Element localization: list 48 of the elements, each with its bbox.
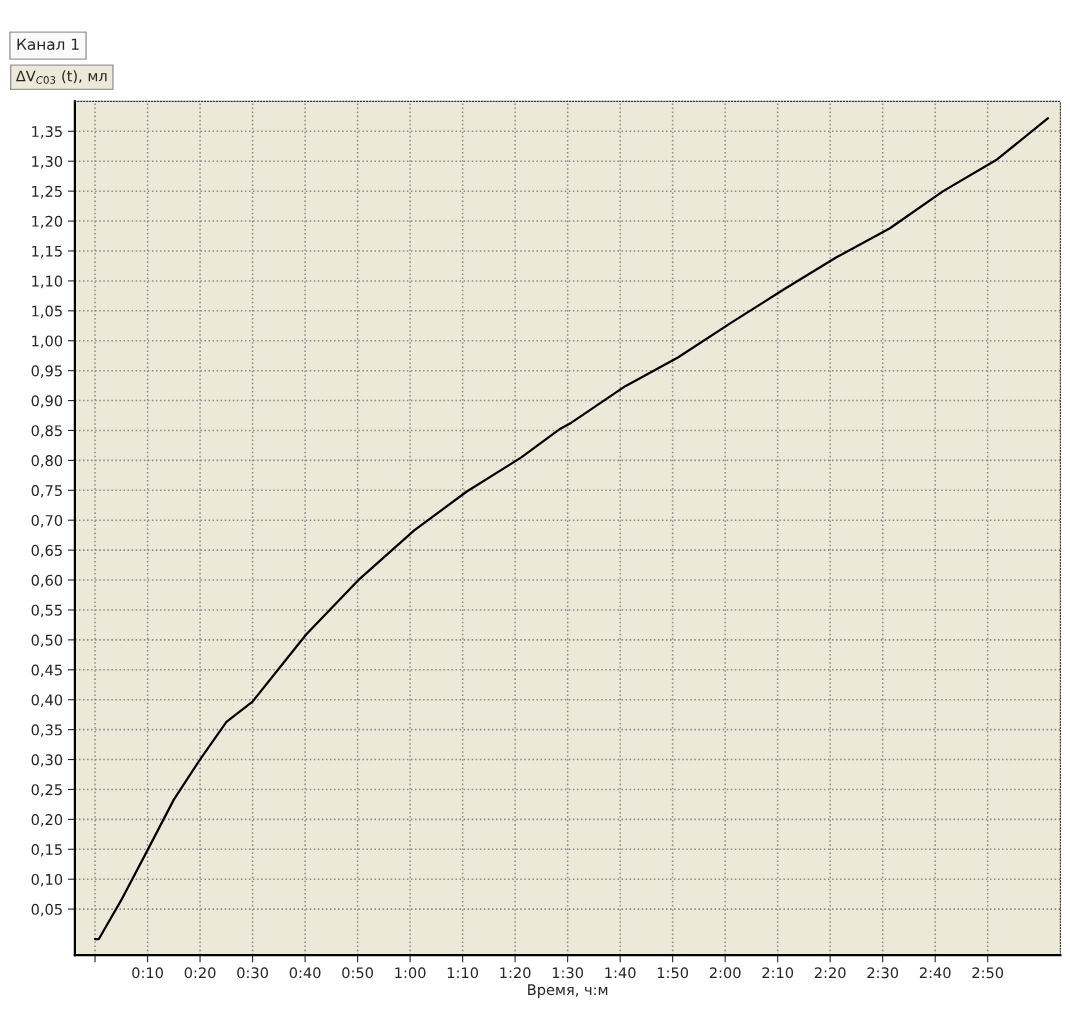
x-tick-label: 1:40 [605, 967, 636, 979]
y-tick-label: 0,60 [31, 574, 63, 588]
y-tick-label: 1,05 [32, 305, 62, 319]
chart-title: Канал 1 [17, 38, 79, 51]
y-axis-title: ΔV$_{C03}$ (t), мл [15, 70, 107, 84]
x-tick-label: 0:30 [237, 967, 268, 979]
x-tick-label: 1:50 [657, 967, 689, 979]
x-tick-label: 2:50 [972, 967, 1004, 979]
y-tick-label: 1,10 [32, 275, 63, 289]
y-tick-label: 0,35 [31, 724, 62, 737]
y-tick-label: 1,30 [32, 155, 63, 169]
y-tick-label: 1,35 [32, 126, 62, 139]
y-tick-label: 0,40 [31, 694, 63, 707]
y-tick-label: 0,85 [31, 425, 62, 438]
y-tick-label: 0,15 [31, 844, 62, 857]
y-tick-label: 1,00 [32, 335, 63, 348]
y-tick-label: 1,15 [32, 245, 62, 259]
y-tick-label: 0,70 [31, 514, 63, 528]
x-tick-label: 2:00 [709, 967, 741, 979]
y-tick-label: 0,75 [31, 485, 62, 498]
x-tick-label: 0:10 [132, 967, 163, 979]
x-tick-label: 2:20 [814, 967, 846, 979]
y-tick-label: 0,65 [31, 544, 62, 558]
x-tick-label: 2:40 [919, 967, 951, 979]
x-tick-label: 0:50 [342, 967, 373, 979]
y-tick-label: 0,90 [31, 395, 63, 408]
x-tick-label: 0:20 [184, 967, 216, 979]
line-series [93, 117, 1050, 941]
x-tick-label: 0:40 [289, 967, 321, 979]
y-tick-label: 0,05 [31, 903, 62, 917]
y-tick-label: 0,10 [31, 873, 63, 887]
y-tick-label: 0,50 [31, 634, 63, 648]
y-tick-label: 0,80 [31, 455, 63, 468]
x-tick-label: 2:10 [762, 967, 794, 979]
y-tick-label: 0,30 [31, 754, 63, 767]
y-tick-label: 1,25 [32, 185, 62, 199]
y-tick-label: 0,95 [31, 365, 62, 378]
x-tick-label: 1:00 [395, 967, 426, 979]
y-tick-label: 0,55 [31, 604, 62, 618]
y-tick-label: 0,45 [31, 664, 62, 678]
x-tick-label: 1:20 [500, 967, 531, 979]
x-tick-label: 1:30 [552, 967, 584, 979]
y-tick-label: 0,25 [31, 784, 62, 797]
y-tick-label: 1,20 [32, 215, 63, 229]
x-tick-label: 1:10 [447, 967, 479, 979]
x-axis-title: Время, ч:м [528, 984, 608, 998]
x-tick-label: 2:30 [867, 967, 899, 979]
y-tick-label: 0,20 [31, 814, 63, 827]
